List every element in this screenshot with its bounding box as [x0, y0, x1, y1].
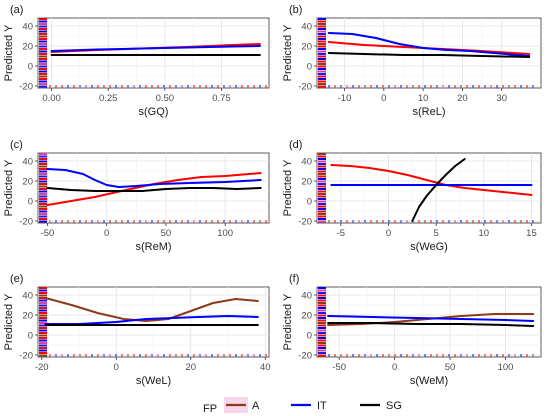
panel-label: (a): [10, 4, 23, 16]
y-tick-label: 40: [301, 290, 312, 301]
legend: FP A IT SG: [203, 397, 402, 415]
series-line-a: [44, 297, 259, 322]
y-tick-label: 0: [307, 330, 312, 341]
panel-label: (b): [289, 4, 302, 16]
y-tick-label: 40: [22, 156, 33, 167]
y-tick-label: 20: [22, 176, 33, 187]
y-tick-label: 0: [28, 330, 33, 341]
x-tick-label: 10: [418, 93, 429, 104]
x-tick-label: 0: [114, 362, 119, 373]
x-axis-label: s(WeG): [410, 241, 448, 253]
panel-e: -20 0 20 40 -20 0 20 40 s(WeL) Predicted Y (e): [3, 273, 271, 387]
x-tick-label: 15: [526, 228, 537, 239]
x-tick-label: 30: [496, 93, 507, 104]
x-tick-label: 0: [381, 93, 386, 104]
y-axis-label: Predicted Y: [3, 24, 15, 81]
y-axis-label: Predicted Y: [282, 293, 294, 350]
y-tick-label: 20: [22, 41, 33, 52]
x-tick-label: 5: [434, 228, 439, 239]
x-tick-label: 50: [445, 362, 456, 373]
x-tick-label: 100: [217, 228, 233, 239]
series-line-it: [327, 315, 535, 322]
x-axis-label: s(ReL): [412, 106, 445, 118]
x-tick-label: 20: [457, 93, 468, 104]
x-tick-label: 0.00: [42, 93, 61, 104]
y-tick-label: 20: [301, 176, 312, 187]
y-axis-label: Predicted Y: [282, 24, 294, 81]
panel-a: -20 0 20 40 0.00 0.25 0.50 0.75 s(GQ) Predicted Y…: [3, 4, 270, 118]
legend-label-a: A: [252, 400, 260, 412]
panel-c: -20 0 20 40 -50 0 50 100 s(ReM) Predicted Y (c): [3, 139, 270, 253]
series-line-it: [44, 315, 259, 325]
panel-f: -20 0 20 40 -50 0 50 100 s(WeM) Predicted Y (f): [282, 273, 542, 387]
y-tick-label: -20: [19, 350, 33, 361]
y-tick-label: 20: [301, 310, 312, 321]
panel-label: (f): [289, 273, 299, 285]
y-tick-label: 40: [301, 21, 312, 32]
x-axis-label: s(GQ): [139, 106, 169, 118]
y-tick-label: 0: [307, 196, 312, 207]
x-tick-label: 0.75: [212, 93, 231, 104]
series-line-sg: [327, 322, 535, 327]
y-tick-label: 0: [28, 61, 33, 72]
y-tick-label: -20: [298, 81, 312, 92]
y-tick-label: 0: [307, 61, 312, 72]
y-axis-label: Predicted Y: [3, 293, 15, 350]
x-axis-label: s(WeL): [136, 375, 171, 387]
series-line-it: [46, 168, 262, 188]
panel-label: (c): [10, 139, 23, 151]
y-tick-label: -20: [19, 81, 33, 92]
x-tick-label: 0: [392, 362, 397, 373]
x-tick-label: -5: [337, 228, 345, 239]
y-axis-label: Predicted Y: [282, 159, 294, 216]
series-line-it: [327, 32, 531, 57]
y-tick-label: -20: [298, 350, 312, 361]
x-tick-label: 10: [479, 228, 490, 239]
plot-area: [316, 152, 542, 224]
series-line-sg: [327, 52, 531, 58]
y-tick-label: 40: [301, 156, 312, 167]
y-tick-label: 20: [301, 41, 312, 52]
y-tick-label: 0: [28, 196, 33, 207]
plot-area: [37, 17, 270, 89]
x-tick-label: -50: [332, 362, 346, 373]
x-axis-label: s(WeM): [410, 375, 448, 387]
series-line-sg: [46, 187, 262, 192]
series-line-sg: [411, 158, 466, 222]
y-tick-label: 20: [22, 310, 33, 321]
x-tick-label: 50: [161, 228, 172, 239]
x-tick-label: 0.25: [99, 93, 118, 104]
x-tick-label: 20: [185, 362, 196, 373]
panel-label: (e): [10, 273, 23, 285]
y-tick-label: 40: [22, 290, 33, 301]
y-axis-label: Predicted Y: [3, 159, 15, 216]
y-tick-label: -20: [298, 216, 312, 227]
series-line-a: [330, 164, 533, 196]
panel-label: (d): [289, 139, 302, 151]
x-tick-label: 40: [260, 362, 271, 373]
y-tick-label: -20: [19, 216, 33, 227]
panel-d: -20 0 20 40 -5 0 5 10 15 s(WeG) Predicted Y (d): [282, 139, 542, 253]
x-tick-label: -20: [35, 362, 49, 373]
legend-label-it: IT: [317, 400, 327, 412]
legend-label-sg: SG: [386, 400, 402, 412]
panel-b: -20 0 20 40 -10 0 10 20 30 s(ReL) Predicted Y (b): [282, 4, 542, 118]
legend-title: FP: [203, 403, 217, 415]
x-tick-label: 0: [104, 228, 109, 239]
series-line-it: [50, 45, 261, 52]
x-tick-label: -10: [338, 93, 352, 104]
y-tick-label: 40: [22, 21, 33, 32]
x-axis-label: s(ReM): [135, 241, 171, 253]
x-tick-label: 0.50: [156, 93, 175, 104]
x-tick-label: 100: [498, 362, 514, 373]
x-tick-label: -50: [41, 228, 55, 239]
x-tick-label: 0: [386, 228, 391, 239]
